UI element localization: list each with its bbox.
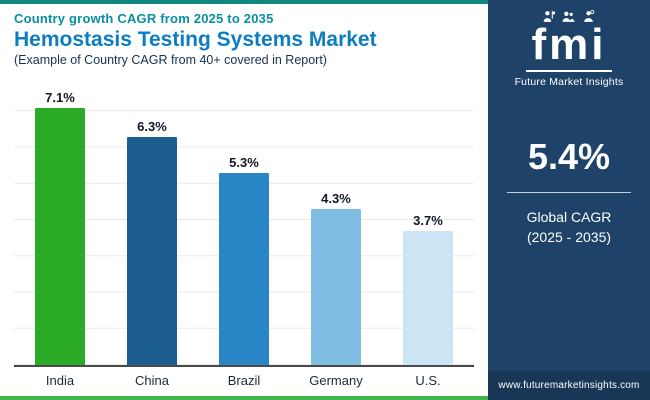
logo-underline [525, 69, 612, 72]
bar-value-label: 4.3% [321, 191, 351, 207]
chart-subtitle: (Example of Country CAGR from 40+ covere… [14, 53, 327, 67]
x-axis-label: India [45, 373, 75, 388]
stat-value: 5.4% [527, 135, 611, 177]
bars: 7.1% 6.3% 5.3% 4.3% 3.7% [14, 75, 474, 367]
bar-column: 6.3% [106, 75, 198, 365]
x-axis-label: U.S. [415, 373, 441, 388]
page-title: Hemostasis Testing Systems Market [14, 28, 377, 51]
global-cagr-stat: 5.4% Global CAGR (2025 - 2035) [488, 136, 650, 248]
logo-people-icon [563, 11, 575, 22]
x-axis-label: Germany [309, 373, 363, 388]
bar[interactable] [35, 107, 85, 365]
stat-label-line1: Global CAGR [526, 208, 612, 225]
bar[interactable] [127, 136, 177, 365]
brand-panel: fmi Future Market Insights 5.4% Global C… [488, 0, 650, 400]
stat-label-line2: (2025 - 2035) [526, 229, 612, 246]
bar-value-label: 7.1% [45, 89, 75, 105]
bar[interactable] [311, 209, 361, 365]
bar-column: 3.7% [382, 75, 474, 365]
fmi-logo: fmi Future Market Insights [515, 10, 624, 88]
chart-header: Country growth CAGR from 2025 to 2035 He… [0, 4, 488, 67]
logo-wordmark: fmi [531, 20, 607, 69]
website-link[interactable]: www.futuremarketinsights.com [488, 371, 650, 400]
x-axis-labels: India China Brazil Germany U.S. [14, 367, 474, 396]
bar-column: 7.1% [14, 75, 106, 365]
bar-column: 5.3% [198, 75, 290, 365]
logo-globe-person-icon [584, 10, 595, 22]
x-axis-label: China [135, 373, 169, 388]
bar-chart: 7.1% 6.3% 5.3% 4.3% 3.7% India China Brazil Ger… [14, 75, 474, 396]
logo-caption: Future Market Insights [514, 75, 624, 88]
logo-icons [515, 10, 624, 23]
bar[interactable] [403, 230, 453, 365]
x-axis-label: Brazil [227, 373, 261, 388]
logo-person-flag-icon [544, 11, 556, 22]
bar-column: 4.3% [290, 75, 382, 365]
bar-value-label: 5.3% [229, 154, 259, 170]
bar-value-label: 3.7% [413, 212, 443, 228]
chart-section: Country growth CAGR from 2025 to 2035 He… [0, 0, 488, 400]
bar-value-label: 6.3% [137, 118, 167, 134]
stat-divider [507, 191, 631, 193]
bar[interactable] [219, 172, 269, 365]
chart-eyebrow: Country growth CAGR from 2025 to 2035 [14, 11, 274, 26]
